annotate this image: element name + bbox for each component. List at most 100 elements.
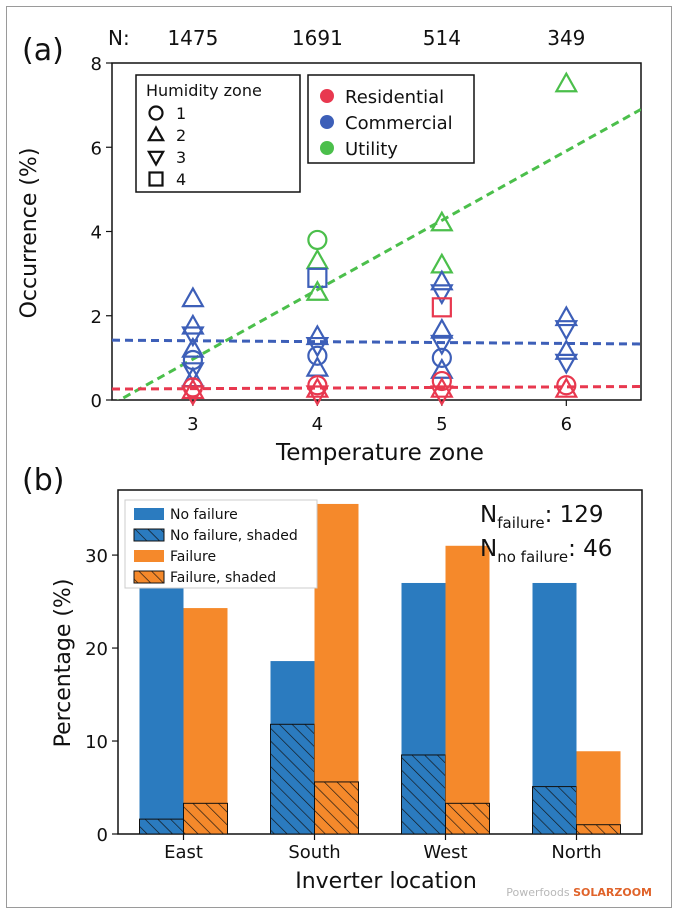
n-annotations: Nfailure: 129 Nno failure: 46 bbox=[480, 502, 612, 566]
trend-line-utility bbox=[116, 108, 641, 400]
data-point-residential bbox=[305, 376, 330, 398]
panel-a-x-tick-label: 6 bbox=[561, 414, 572, 435]
bar-no-failure-shaded-hatch bbox=[532, 786, 577, 835]
humidity-legend-label-1: 1 bbox=[176, 104, 186, 123]
figure-frame bbox=[6, 6, 672, 908]
humidity-legend-label-4: 4 bbox=[176, 170, 186, 189]
type-legend-dot-residential bbox=[320, 89, 334, 103]
data-point-commercial bbox=[430, 284, 454, 306]
data-point-commercial bbox=[554, 320, 579, 341]
data-point-residential bbox=[431, 297, 452, 318]
data-point-residential bbox=[430, 376, 454, 398]
humidity-legend: Humidity zone 1 2 3 4 bbox=[135, 74, 301, 193]
type-legend: Residential Commercial Utility bbox=[307, 74, 475, 164]
bar-failure bbox=[314, 503, 359, 834]
watermark: Powerfoods SOLARZOOM bbox=[506, 886, 652, 899]
panel-b-axes-frame bbox=[117, 489, 643, 835]
watermark-brand: SOLARZOOM bbox=[573, 886, 652, 899]
n-count-3: 1475 bbox=[167, 26, 218, 50]
data-point-residential bbox=[305, 385, 330, 407]
bar-no-failure-shaded-hatch bbox=[139, 818, 184, 835]
category-label-north: North bbox=[551, 842, 601, 863]
n-failure-annotation: Nfailure: 129 bbox=[480, 502, 604, 532]
bar-legend-swatch-hatch bbox=[133, 528, 165, 542]
panel-a-y-tick-label: 0 bbox=[91, 391, 102, 412]
data-point-commercial bbox=[181, 313, 205, 335]
n-count-4: 1691 bbox=[292, 26, 343, 50]
data-point-commercial bbox=[181, 326, 205, 348]
panel-b-y-tick-label: 0 bbox=[97, 825, 108, 846]
bar-group-north bbox=[532, 582, 621, 835]
bar-no-failure-shaded-hatch bbox=[401, 754, 446, 835]
n-no-failure-annotation: Nno failure: 46 bbox=[480, 536, 612, 566]
bar-group-west bbox=[401, 545, 490, 835]
data-point-utility bbox=[430, 210, 454, 232]
type-legend-dot-commercial bbox=[320, 115, 334, 129]
panel-b-label: (b) bbox=[22, 463, 64, 498]
data-point-utility bbox=[305, 248, 330, 270]
type-legend-box bbox=[307, 74, 475, 164]
bar-no-failure bbox=[139, 582, 184, 834]
bar-group-east bbox=[139, 582, 228, 835]
bar-legend: No failure No failure, shaded Failure Failu… bbox=[124, 499, 318, 589]
panel-b-y-tick-label: 20 bbox=[85, 639, 108, 660]
data-point-commercial bbox=[181, 336, 205, 358]
data-point-commercial bbox=[554, 338, 579, 360]
type-legend-items: Residential Commercial Utility bbox=[320, 87, 453, 160]
trend-line-commercial bbox=[112, 338, 641, 346]
bar-failure-shaded-hatch bbox=[314, 781, 359, 835]
panel-a-y-tick-label: 6 bbox=[91, 138, 102, 159]
data-point-commercial bbox=[431, 347, 452, 368]
bar-failure bbox=[183, 608, 228, 834]
category-label-east: East bbox=[164, 842, 203, 863]
data-point-utility bbox=[307, 229, 328, 251]
data-point-residential bbox=[430, 385, 454, 407]
humidity-legend-items: 1 2 3 4 bbox=[146, 104, 186, 189]
bar-failure bbox=[445, 545, 490, 834]
bar-legend-label: No failure bbox=[170, 507, 238, 523]
panel-b-y-tick-label: 10 bbox=[85, 732, 108, 753]
panel-a-x-tick-label: 4 bbox=[312, 414, 323, 435]
type-legend-label-residential: Residential bbox=[345, 87, 444, 108]
type-legend-label-utility: Utility bbox=[345, 139, 398, 160]
data-point-residential bbox=[556, 375, 577, 396]
data-point-utility bbox=[305, 279, 330, 301]
bar-failure bbox=[576, 751, 621, 834]
bar-group-south bbox=[270, 503, 359, 835]
data-point-commercial bbox=[430, 269, 454, 291]
n-no-failure-main: N bbox=[480, 536, 497, 562]
data-point-utility bbox=[554, 71, 579, 93]
data-point-commercial bbox=[307, 267, 328, 288]
panel-a-x-tick-label: 3 bbox=[187, 414, 198, 435]
bar-legend-label: No failure, shaded bbox=[170, 528, 298, 544]
bar-failure-shaded-hatch bbox=[183, 802, 228, 835]
data-point-residential bbox=[307, 375, 328, 396]
n-count-5: 514 bbox=[423, 26, 461, 50]
data-point-commercial bbox=[181, 362, 205, 384]
panel-a-y-axis-label: Occurrence (%) bbox=[17, 148, 42, 319]
panel-b-y-axis-label: Percentage (%) bbox=[51, 579, 76, 748]
data-point-commercial bbox=[307, 345, 328, 366]
category-label-west: West bbox=[423, 842, 467, 863]
bar-legend-swatch bbox=[134, 508, 164, 520]
humidity-legend-label-2: 2 bbox=[176, 126, 186, 145]
data-point-commercial bbox=[430, 317, 454, 339]
panel-a-n-counts: 1475 1691 514 349 bbox=[167, 26, 585, 50]
bar-failure-shaded-hatch bbox=[576, 824, 621, 835]
bar-legend-swatch-hatch bbox=[133, 570, 165, 584]
bar-legend-items: No failure No failure, shaded Failure Failu… bbox=[133, 507, 298, 586]
data-point-residential bbox=[181, 385, 205, 407]
data-point-commercial bbox=[305, 336, 330, 358]
data-point-commercial bbox=[181, 286, 205, 308]
panel-a-x-axis-label: Temperature zone bbox=[275, 440, 484, 466]
panel-b-plot: 0 10 20 30 East South West North bbox=[85, 489, 643, 863]
humidity-marker-2 bbox=[146, 125, 166, 142]
data-point-residential bbox=[181, 378, 205, 400]
n-no-failure-value: : 46 bbox=[568, 536, 612, 562]
data-point-residential bbox=[554, 376, 579, 398]
data-point-residential bbox=[431, 370, 452, 392]
bar-failure-shaded-hatch bbox=[445, 802, 490, 835]
bar-legend-label: Failure, shaded bbox=[170, 570, 276, 586]
panel-a-points bbox=[181, 71, 579, 407]
